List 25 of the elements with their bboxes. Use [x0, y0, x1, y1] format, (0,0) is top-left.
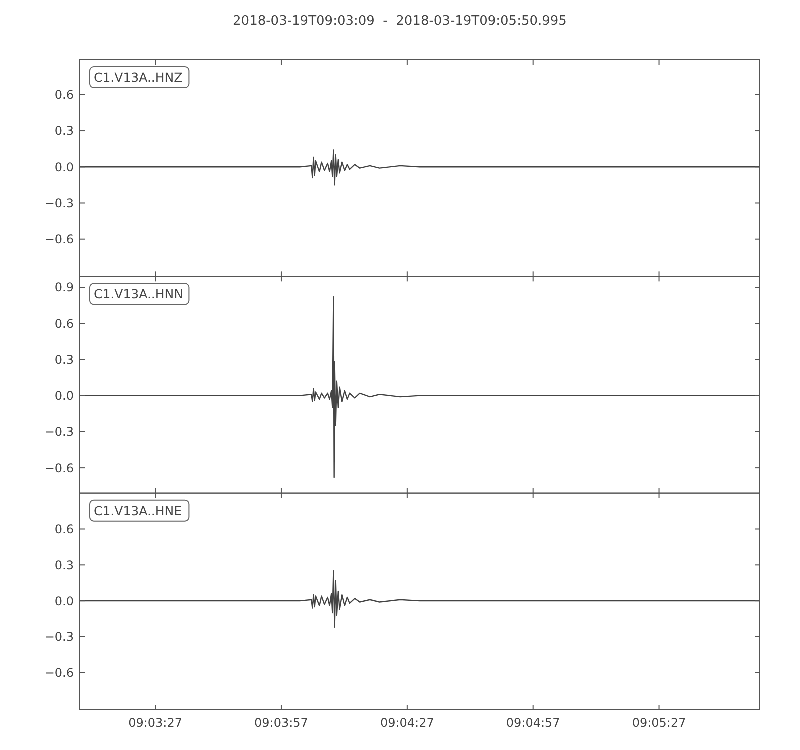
y-tick-label: −0.6 [44, 461, 74, 476]
y-tick-label: 0.6 [54, 88, 74, 102]
y-tick-label: −0.3 [44, 630, 74, 644]
text: C1.V13A..HNN [94, 286, 184, 302]
y-tick-label: 0.9 [54, 280, 74, 295]
y-tick-label: −0.6 [44, 232, 74, 247]
y-tick-label: 0.0 [54, 160, 74, 174]
y-tick-label: 0.3 [54, 352, 74, 367]
text: C1.V13A..HNE [94, 503, 182, 518]
y-tick-label: −0.6 [44, 666, 74, 680]
y-tick-label: 0.3 [54, 558, 74, 572]
y-tick-label: −0.3 [44, 425, 74, 440]
y-tick-label: 0.3 [54, 124, 74, 138]
y-tick-label: 0.6 [54, 316, 74, 331]
y-tick-label: 0.0 [54, 594, 74, 608]
y-tick-label: −0.3 [44, 196, 74, 210]
chart-title: 2018-03-19T09:03:09 - 2018-03-19T09:05:50.995 [233, 14, 567, 29]
x-tick-label: 09:04:27 [380, 716, 434, 730]
x-tick-label: 09:04:57 [506, 716, 560, 730]
x-tick-label: 09:03:27 [128, 716, 183, 730]
y-tick-label: 0.0 [54, 389, 74, 404]
y-tick-label: 0.6 [54, 522, 74, 536]
x-tick-label: 09:03:57 [254, 716, 308, 730]
x-tick-label: 09:05:27 [632, 716, 686, 730]
text: C1.V13A..HNZ [94, 70, 183, 85]
